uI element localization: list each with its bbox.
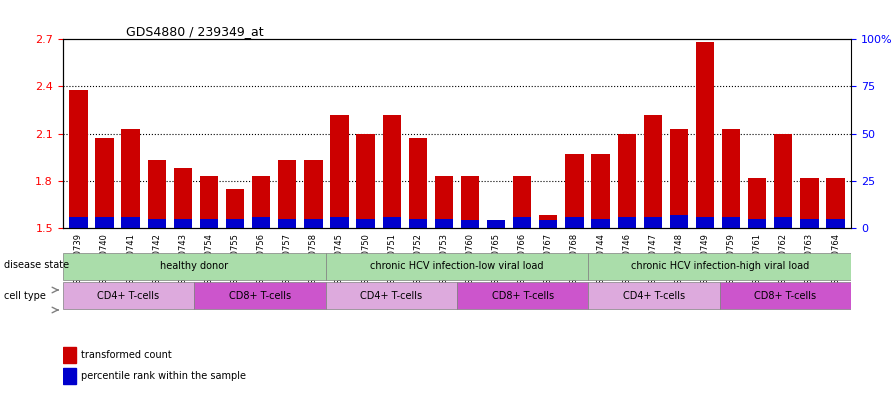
Text: CD4+ T-cells: CD4+ T-cells — [360, 291, 422, 301]
Text: chronic HCV infection-low viral load: chronic HCV infection-low viral load — [370, 261, 544, 271]
FancyBboxPatch shape — [589, 283, 719, 309]
Bar — [122, 129, 140, 228]
Text: chronic HCV infection-high viral load: chronic HCV infection-high viral load — [631, 261, 809, 271]
Bar — [669, 129, 688, 228]
Bar — [513, 176, 531, 228]
Bar — [826, 219, 845, 228]
Text: CD4+ T-cells: CD4+ T-cells — [98, 291, 159, 301]
Text: healthy donor: healthy donor — [160, 261, 228, 271]
FancyBboxPatch shape — [325, 283, 457, 309]
Bar — [748, 219, 766, 228]
Bar — [539, 220, 557, 228]
Bar — [617, 134, 636, 228]
Bar — [487, 220, 505, 228]
Bar — [226, 219, 245, 228]
Bar — [278, 219, 297, 228]
Text: CD4+ T-cells: CD4+ T-cells — [623, 291, 685, 301]
Bar — [435, 176, 453, 228]
Bar — [226, 189, 245, 228]
FancyBboxPatch shape — [63, 253, 325, 279]
Bar — [722, 129, 740, 228]
Bar — [174, 168, 192, 228]
Bar — [591, 219, 609, 228]
Text: GDS4880 / 239349_at: GDS4880 / 239349_at — [125, 25, 263, 38]
FancyBboxPatch shape — [325, 253, 589, 279]
Bar — [63, 347, 76, 363]
Bar — [800, 219, 819, 228]
Bar — [69, 217, 88, 228]
Bar — [461, 176, 479, 228]
FancyBboxPatch shape — [63, 283, 194, 309]
Bar — [122, 217, 140, 228]
FancyBboxPatch shape — [194, 283, 325, 309]
Text: transformed count: transformed count — [81, 350, 171, 360]
Bar — [383, 217, 401, 228]
Text: CD8+ T-cells: CD8+ T-cells — [228, 291, 291, 301]
Bar — [148, 219, 166, 228]
Bar — [461, 220, 479, 228]
Bar — [774, 134, 792, 228]
Bar — [357, 134, 375, 228]
Text: CD8+ T-cells: CD8+ T-cells — [754, 291, 816, 301]
Bar — [696, 217, 714, 228]
Bar — [305, 160, 323, 228]
Text: disease state: disease state — [4, 260, 70, 270]
Bar — [409, 219, 426, 228]
Bar — [174, 219, 192, 228]
Bar — [513, 217, 531, 228]
Bar — [826, 178, 845, 228]
Bar — [435, 219, 453, 228]
Bar — [722, 217, 740, 228]
Bar — [800, 178, 819, 228]
Bar — [539, 215, 557, 228]
Bar — [357, 219, 375, 228]
Bar — [200, 219, 218, 228]
Bar — [617, 217, 636, 228]
Bar — [252, 176, 271, 228]
Bar — [69, 90, 88, 228]
Bar — [331, 115, 349, 228]
Bar — [748, 178, 766, 228]
Bar — [305, 219, 323, 228]
Bar — [643, 115, 662, 228]
Text: CD8+ T-cells: CD8+ T-cells — [492, 291, 554, 301]
Bar — [95, 217, 114, 228]
Bar — [331, 217, 349, 228]
Bar — [148, 160, 166, 228]
Bar — [643, 217, 662, 228]
Bar — [565, 217, 583, 228]
Bar — [669, 215, 688, 228]
Bar — [565, 154, 583, 228]
FancyBboxPatch shape — [589, 253, 851, 279]
Bar — [774, 217, 792, 228]
Bar — [383, 115, 401, 228]
Bar — [591, 154, 609, 228]
Text: percentile rank within the sample: percentile rank within the sample — [81, 371, 246, 381]
Bar — [696, 42, 714, 228]
Bar — [252, 217, 271, 228]
Bar — [63, 368, 76, 384]
Bar — [95, 138, 114, 228]
Text: cell type: cell type — [4, 290, 47, 301]
Bar — [278, 160, 297, 228]
FancyBboxPatch shape — [719, 283, 851, 309]
Bar — [409, 138, 426, 228]
FancyBboxPatch shape — [457, 283, 589, 309]
Bar — [487, 220, 505, 228]
Bar — [200, 176, 218, 228]
